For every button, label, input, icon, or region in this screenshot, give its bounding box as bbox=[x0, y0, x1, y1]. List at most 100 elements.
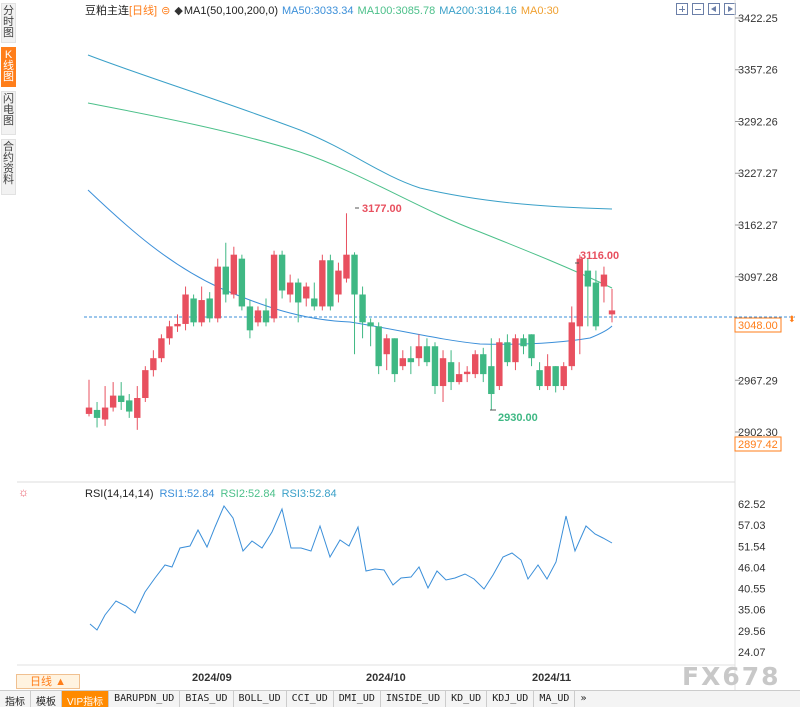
candle bbox=[109, 382, 117, 412]
rsi-settings-icon[interactable]: ☼ bbox=[18, 485, 29, 499]
candle-body bbox=[608, 310, 616, 315]
period-selector[interactable]: 日线 ▲ bbox=[16, 674, 80, 689]
tab-kline[interactable]: K线图 bbox=[1, 47, 16, 87]
candle-body bbox=[327, 260, 334, 307]
candle bbox=[198, 286, 205, 327]
candle bbox=[480, 347, 487, 383]
chart-header: 豆粕主连[日线] ⊜ ◆MA1(50,100,200,0) MA50:3033.34 M… bbox=[85, 2, 563, 18]
chart-canvas[interactable]: 3422.25 3357.26 3292.26 3227.27 3162.27 3097.… bbox=[0, 0, 800, 690]
tab-vip-indicators[interactable]: VIP指标 bbox=[62, 691, 110, 708]
candle bbox=[117, 382, 125, 410]
candle-body bbox=[383, 338, 390, 355]
price-tick-label: 2902.30 bbox=[738, 427, 778, 439]
candle-body bbox=[528, 334, 535, 359]
tab-kd[interactable]: KD_UD bbox=[446, 691, 488, 707]
indicator-tab-bar: 指标 模板 VIP指标 BARUPDN_UD BIAS_UD BOLL_UD C… bbox=[0, 690, 800, 708]
ma-settings-icon[interactable]: ◆ bbox=[174, 5, 183, 17]
period-label[interactable]: [日线] bbox=[129, 5, 158, 17]
candle-body bbox=[439, 358, 447, 387]
candle-body bbox=[246, 306, 254, 331]
candle-body bbox=[472, 354, 479, 375]
candle bbox=[383, 334, 390, 371]
tab-ma[interactable]: MA_UD bbox=[534, 691, 576, 707]
tab-kdj[interactable]: KDJ_UD bbox=[487, 691, 535, 707]
candle bbox=[407, 346, 415, 375]
candle bbox=[528, 334, 535, 367]
tab-contract-info[interactable]: 合约资料 bbox=[1, 139, 16, 195]
candle-body bbox=[198, 300, 205, 323]
candle-body bbox=[536, 370, 543, 387]
candle-body bbox=[520, 338, 527, 347]
tab-lightning[interactable]: 闪电图 bbox=[1, 91, 16, 135]
zoom-in-icon[interactable] bbox=[676, 3, 688, 15]
ma100-label: MA100:3085.78 bbox=[357, 5, 436, 17]
candle bbox=[222, 242, 229, 303]
candle bbox=[576, 254, 584, 355]
tab-dmi[interactable]: DMI_UD bbox=[334, 691, 381, 707]
rsi1-label: RSI1:52.84 bbox=[159, 488, 215, 500]
zoom-out-icon[interactable] bbox=[692, 3, 704, 15]
candle bbox=[455, 362, 463, 385]
settings-icon[interactable]: ⊜ bbox=[161, 5, 171, 17]
tab-templates[interactable]: 模板 bbox=[31, 691, 62, 708]
candle bbox=[303, 282, 310, 307]
rsi2-label: RSI2:52.84 bbox=[220, 488, 276, 500]
candle bbox=[592, 270, 600, 331]
candle bbox=[391, 338, 398, 383]
candle bbox=[311, 282, 318, 311]
tab-time-sharing[interactable]: 分时图 bbox=[1, 3, 16, 43]
candle-body bbox=[560, 366, 567, 387]
date-axis: 2024/09 2024/10 2024/11 bbox=[192, 672, 571, 684]
move-left-icon[interactable] bbox=[708, 3, 720, 15]
rsi-tick-label: 40.55 bbox=[738, 584, 766, 596]
lower-price-value: 2897.42 bbox=[738, 439, 778, 451]
date-label: 2024/10 bbox=[366, 672, 406, 684]
candle bbox=[286, 274, 294, 303]
candle bbox=[423, 338, 431, 367]
ma0-label: MA0:30 bbox=[520, 5, 559, 17]
date-label: 2024/09 bbox=[192, 672, 232, 684]
candle-body bbox=[391, 338, 398, 375]
candle-body bbox=[359, 294, 366, 323]
rsi-tick-label: 24.07 bbox=[738, 647, 766, 659]
tab-barupdn[interactable]: BARUPDN_UD bbox=[109, 691, 181, 707]
candle bbox=[415, 334, 423, 367]
tab-cci[interactable]: CCI_UD bbox=[287, 691, 334, 707]
candle bbox=[463, 366, 471, 383]
candle bbox=[278, 250, 286, 299]
tab-inside[interactable]: INSIDE_UD bbox=[381, 691, 447, 707]
candle-body bbox=[286, 282, 294, 295]
toolbar bbox=[676, 3, 736, 17]
candle-body bbox=[600, 274, 608, 287]
candle bbox=[190, 294, 197, 327]
candle bbox=[552, 366, 559, 393]
candle-body bbox=[182, 294, 189, 324]
candle-body bbox=[311, 298, 318, 307]
tab-bias[interactable]: BIAS_UD bbox=[180, 691, 234, 707]
candle-body bbox=[407, 358, 415, 363]
candle bbox=[431, 342, 439, 395]
candle-body bbox=[592, 282, 600, 327]
candle-body bbox=[101, 407, 109, 420]
tab-indicators[interactable]: 指标 bbox=[0, 691, 31, 708]
candle bbox=[319, 254, 326, 311]
candle-body bbox=[455, 374, 463, 383]
candle bbox=[254, 306, 262, 327]
rsi-tick-label: 57.03 bbox=[738, 520, 766, 532]
price-tick-label: 3162.27 bbox=[738, 220, 778, 232]
candle bbox=[600, 266, 608, 303]
rsi3-label: RSI3:52.84 bbox=[281, 488, 337, 500]
candle bbox=[295, 278, 302, 323]
candle-body bbox=[447, 362, 455, 383]
more-tabs-icon[interactable]: » bbox=[580, 693, 587, 704]
candle bbox=[262, 298, 270, 327]
candle bbox=[504, 334, 511, 367]
candle bbox=[126, 394, 133, 418]
candle-body bbox=[415, 346, 423, 359]
tab-boll[interactable]: BOLL_UD bbox=[234, 691, 287, 707]
candle-body bbox=[222, 266, 229, 295]
candle-body bbox=[367, 322, 374, 327]
candle bbox=[608, 288, 616, 323]
candle-body bbox=[544, 366, 551, 387]
ma100-line bbox=[87, 102, 613, 289]
